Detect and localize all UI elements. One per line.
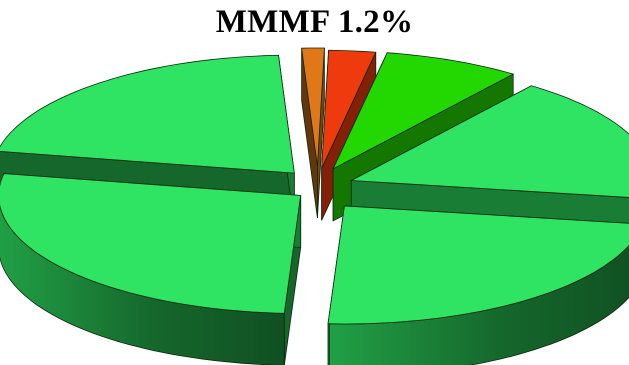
pie-slice-6 [0,173,302,314]
pie-slice-4 [349,85,629,198]
pie-slice-7 [0,54,295,174]
pie-slice-3 [332,52,515,170]
chart-title: MMMF 1.2% [215,4,414,40]
pie-slice-5 [327,205,629,325]
pie-slice-1 [301,47,325,167]
pie-slice-2 [321,49,377,169]
